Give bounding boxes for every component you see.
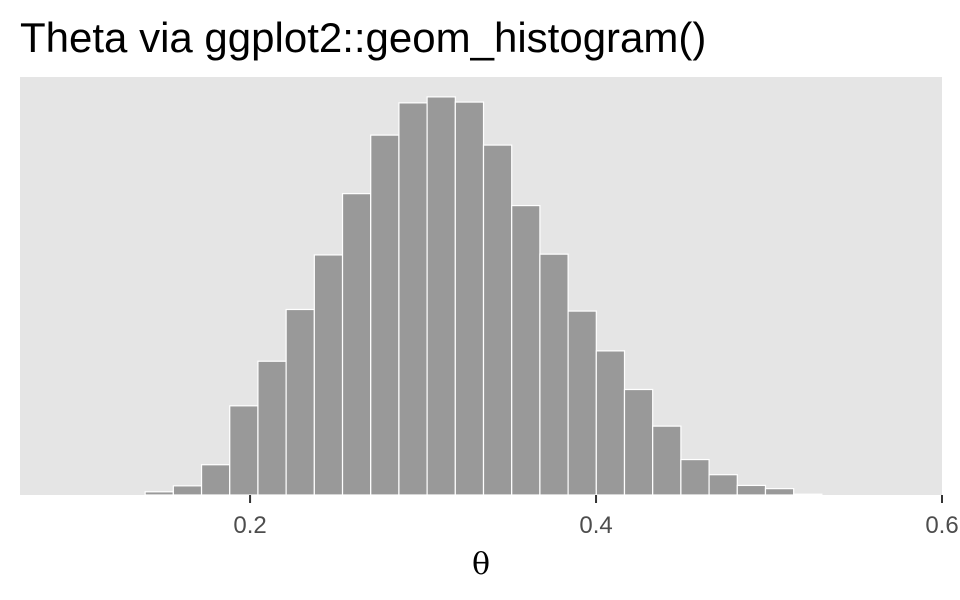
- x-tick-label-1: 0.2: [233, 512, 266, 539]
- histogram-bar-5: [257, 360, 287, 496]
- histogram-bar-19: [652, 425, 682, 496]
- histogram-bar-7: [313, 254, 344, 496]
- histogram-bar-6: [285, 308, 315, 496]
- histogram-bar-8: [341, 193, 372, 496]
- histogram-bar-4: [229, 405, 259, 496]
- histogram-bar-17: [595, 350, 626, 496]
- x-tick-label-2: 0.4: [579, 512, 612, 539]
- chart-title: Theta via ggplot2::geom_histogram(): [20, 14, 707, 61]
- histogram-bar-23: [764, 488, 795, 496]
- histogram-bar-2: [172, 485, 203, 496]
- x-axis: 0.2 0.4 0.6: [233, 495, 959, 539]
- histogram-bar-3: [200, 464, 231, 496]
- histogram-bar-15: [539, 253, 569, 496]
- histogram-bar-21: [708, 474, 738, 496]
- histogram-bar-14: [511, 204, 541, 496]
- histogram-bar-20: [680, 458, 710, 496]
- x-axis-title: θ: [472, 547, 490, 582]
- x-tick-label-3: 0.6: [925, 512, 958, 539]
- histogram-bar-16: [567, 310, 597, 496]
- histogram-bar-12: [454, 101, 485, 496]
- histogram-bar-13: [482, 144, 513, 496]
- histogram-bar-10: [398, 102, 428, 496]
- histogram-bar-18: [623, 388, 654, 496]
- histogram-bar-9: [370, 134, 400, 496]
- histogram-bar-24: [793, 493, 823, 496]
- histogram-bars: [144, 96, 823, 496]
- histogram-bar-11: [426, 96, 456, 496]
- histogram-bar-22: [736, 484, 767, 496]
- histogram-bar-1: [144, 491, 174, 496]
